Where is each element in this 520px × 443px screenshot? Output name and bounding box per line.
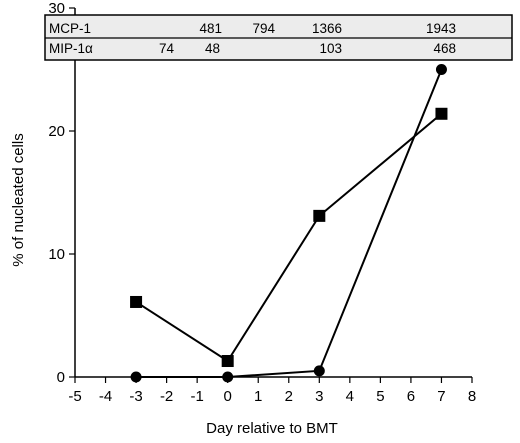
- x-tick-label: 7: [437, 388, 445, 405]
- y-axis-title: % of nucleated cells: [10, 133, 27, 266]
- table-cell: 481: [199, 21, 222, 36]
- x-tick-label: 1: [254, 388, 262, 405]
- x-tick-label: -4: [99, 388, 112, 405]
- tick-marks: [69, 7, 473, 383]
- circle-series-line: [136, 69, 443, 378]
- circle-marker: [222, 371, 234, 383]
- table-cell: 103: [319, 41, 342, 56]
- x-tick-label: 8: [468, 388, 476, 405]
- x-tick-label: -2: [160, 388, 173, 405]
- circle-marker: [313, 365, 325, 377]
- table-cell: 1943: [426, 21, 456, 36]
- table-cell: 48: [205, 41, 220, 56]
- x-tick-label: -1: [190, 388, 203, 405]
- x-tick-label: 6: [407, 388, 415, 405]
- table-cell: 468: [433, 41, 456, 56]
- square-marker: [313, 209, 326, 222]
- x-tick-label: 2: [285, 388, 293, 405]
- table-cell: 794: [252, 21, 275, 36]
- chemokine-table: MCP-1 481 794 1366 1943 MIP-1α 74 48 103 468: [44, 14, 513, 61]
- square-marker: [221, 355, 234, 368]
- table-cell: 74: [159, 41, 175, 56]
- x-tick-label: 3: [315, 388, 323, 405]
- y-tick-label: 20: [48, 123, 65, 140]
- tick-labels: -5 -4 -3 -2 -1 0 1 2 3 4 5 6 7 8 0 10 20 30: [48, 0, 476, 405]
- x-tick-label: 0: [224, 388, 232, 405]
- square-marker: [435, 107, 448, 120]
- x-tick-label: 4: [346, 388, 354, 405]
- x-tick-label: -5: [68, 388, 81, 405]
- table-row-label: MCP-1: [49, 21, 91, 36]
- x-tick-label: 5: [376, 388, 384, 405]
- series-layer: [130, 64, 448, 383]
- circle-marker: [130, 371, 142, 383]
- x-axis-title: Day relative to BMT: [206, 420, 338, 437]
- circle-marker: [435, 64, 447, 75]
- square-series-line: [135, 113, 443, 363]
- y-tick-label: 30: [48, 0, 65, 17]
- axes: [74, 8, 472, 378]
- table-cell: 1366: [312, 21, 342, 36]
- square-marker: [130, 295, 143, 308]
- y-tick-label: 10: [48, 246, 65, 263]
- table-row-label: MIP-1α: [49, 41, 93, 56]
- x-tick-label: -3: [129, 388, 142, 405]
- y-tick-label: 0: [57, 369, 65, 386]
